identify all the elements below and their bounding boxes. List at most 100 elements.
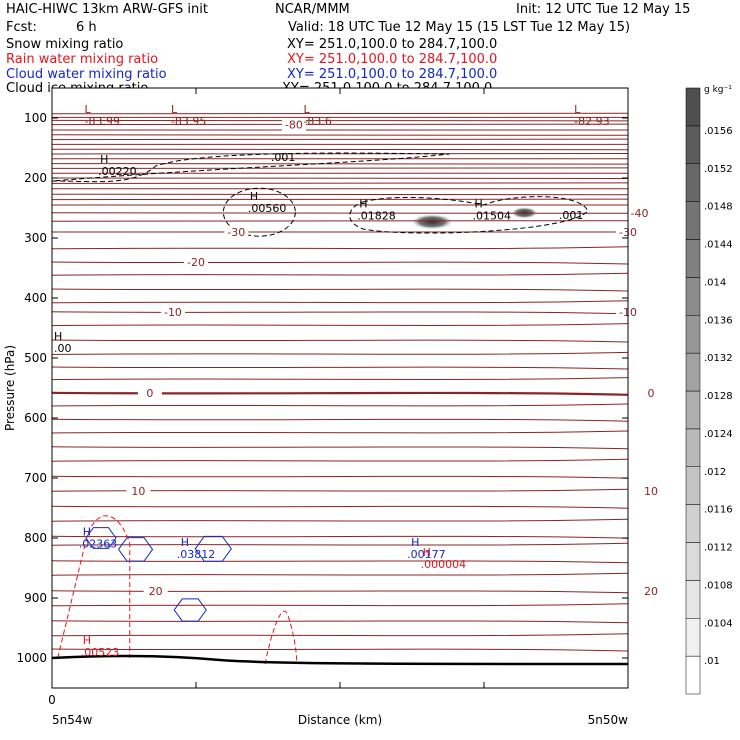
colorbar-tick-label: .0124 [704,429,733,440]
colorbar-segment [685,87,701,127]
temperature-contour [51,377,629,381]
temperature-contour [51,535,629,539]
temperature-label: 0 [146,387,153,400]
temperature-contour [51,339,629,343]
rain-max-value: .00523 [81,646,120,659]
temperature-contour [51,458,629,462]
colorbar-segment [685,315,701,354]
temperature-contour [51,648,629,652]
temperature-label: 10 [644,485,658,498]
field-cloud-water-name: Cloud water mixing ratio [6,67,167,82]
colorbar-segment [685,125,701,164]
colorbar-segment [685,352,701,392]
edge-max-value: .00 [54,342,72,355]
temperature-contour [51,167,629,169]
temperature-contour [51,633,629,637]
snow-max-marker: H [359,198,367,211]
x-axis-label: Distance (km) [298,713,382,727]
colorbar-segment [685,201,701,240]
colorbar-segment [685,239,701,278]
temperature-contour [51,272,629,276]
temperature-contour [51,446,629,450]
colorbar-tick-label: .0116 [704,505,733,516]
fcst-value: 6 h [76,20,97,35]
snow-contour [222,187,296,237]
colorbar-segment [685,390,701,430]
y-tick-label: 700 [24,471,47,485]
temperature-label: -30 [227,226,245,239]
cloud-water-max-value: .02363 [79,537,118,550]
colorbar-tick-label: .0136 [704,315,733,326]
temperature-contour [51,119,629,122]
temperature-label: -10 [164,306,182,319]
field-snow-xy: XY= 251.0,100.0 to 284.7,100.0 [287,37,498,52]
colorbar-unit: g kg⁻¹ [704,85,732,95]
colorbar-tick-label: .0108 [704,580,733,591]
snow-contour [349,196,589,234]
y-tick-label: 1000 [16,651,47,665]
y-tick-label: 500 [24,351,47,365]
temperature-contour [51,300,629,304]
colorbar-segment [685,655,701,695]
y-tick-label: 800 [24,531,47,545]
temperature-contour [51,112,629,115]
snow-contour-label: .001 [559,209,584,222]
field-rain-xy: XY= 251.0,100.0 to 284.7,100.0 [287,52,498,67]
low-marker: L [303,103,310,116]
temperature-contour [51,134,629,136]
temperature-contour [51,505,629,509]
colorbar-tick-label: .0156 [704,126,733,137]
colorbar-tick-label: .012 [704,467,726,478]
fcst-label: Fcst: [6,20,37,35]
colorbar-segment [685,163,701,202]
temperature-contour [51,182,629,184]
low-value: -83.99 [85,115,120,128]
org-label: NCAR/MMM [275,2,350,17]
snow-max-marker: H [474,198,482,211]
y-tick-label: 400 [24,291,47,305]
rain-max-value: .000004 [421,558,467,571]
cloud-water-max-marker: H [411,536,419,549]
temperature-contour [51,430,629,434]
temperature-contour [51,288,629,292]
cloud-water-max-value: .03812 [177,548,216,561]
field-snow-name: Snow mixing ratio [6,37,124,52]
cloud-water-max-value: .00177 [407,548,446,561]
edge-max-marker: H [54,330,62,343]
colorbar-tick-label: .0128 [704,391,733,402]
snow-contour-label: .001 [271,151,296,164]
temperature-contour [51,212,629,214]
rain-max-marker: H [423,546,431,559]
low-marker: L [574,103,581,116]
temperature-contour [51,475,629,479]
colorbar-segment [685,580,701,619]
field-cloud-water-xy: XY= 251.0,100.0 to 284.7,100.0 [287,67,498,82]
colorbar-tick-label: .01 [704,656,720,667]
cloud-water-contour [194,535,232,562]
snow-contour [51,152,450,183]
x-end-label: 5n50w [588,713,629,727]
colorbar-segment [685,428,701,467]
x-zero-label: 0 [48,693,56,707]
temperature-contour [51,418,629,422]
low-value: -83.95 [171,115,206,128]
snow-max-value: .01504 [472,210,511,223]
cloud-water-contour [173,598,207,622]
colorbar-tick-label: .0152 [704,164,733,175]
colorbar-tick-label: .0112 [704,543,733,554]
temperature-label: -80 [285,119,303,132]
colorbar-tick-label: .0148 [704,202,733,213]
temperature-contour [51,177,629,179]
temperature-label: 0 [648,387,655,400]
temperature-contour [51,311,629,315]
temperature-contour [51,620,629,624]
low-value: -83.6 [303,115,331,128]
colorbar-tick-label: .0132 [704,353,733,364]
snow-shade-max [410,213,455,230]
snow-max-marker: H [100,153,108,166]
temperature-label: 20 [644,585,658,598]
temperature-contour [51,193,629,196]
low-value: -82.93 [574,115,609,128]
colorbar-tick-label: .0104 [704,618,733,629]
